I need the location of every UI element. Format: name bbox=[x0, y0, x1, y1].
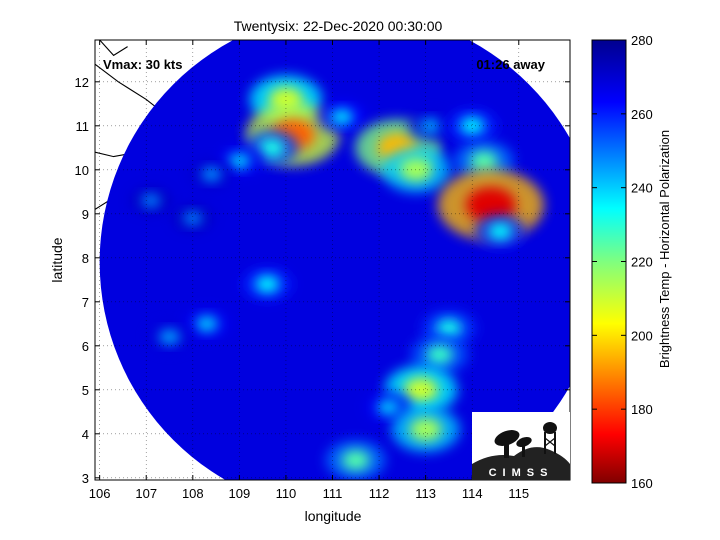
satellite-dish-icon bbox=[494, 430, 532, 458]
feature-cell bbox=[382, 146, 451, 193]
feature-core bbox=[426, 345, 454, 365]
feature-cell bbox=[325, 440, 386, 480]
x-tick-label: 114 bbox=[462, 486, 483, 501]
y-tick-label: 6 bbox=[82, 339, 89, 354]
feature-core bbox=[469, 150, 498, 172]
chart-title: Twentysix: 22-Dec-2020 00:30:00 bbox=[234, 18, 443, 34]
feature-cell bbox=[190, 160, 233, 189]
colorbar-tick-label: 200 bbox=[631, 328, 653, 343]
x-tick-label: 109 bbox=[229, 486, 251, 501]
feature-core bbox=[330, 108, 354, 126]
cimss-logo: CIMSS bbox=[472, 412, 570, 480]
feature-cell bbox=[474, 214, 527, 249]
time-away-annotation: 01:26 away bbox=[476, 57, 545, 72]
x-tick-label: 108 bbox=[182, 486, 204, 501]
y-tick-label: 5 bbox=[82, 383, 89, 398]
feature-cell bbox=[391, 406, 460, 453]
y-tick-label: 4 bbox=[82, 427, 89, 442]
feature-cell bbox=[183, 307, 231, 340]
feature-core bbox=[141, 193, 161, 208]
feature-core bbox=[259, 138, 285, 157]
y-tick-label: 9 bbox=[82, 207, 89, 222]
feature-cell bbox=[130, 187, 172, 215]
feature-core bbox=[201, 167, 222, 182]
y-tick-label: 7 bbox=[82, 295, 89, 310]
coastline-path bbox=[99, 40, 128, 57]
y-tick-label: 8 bbox=[82, 251, 89, 266]
colorbar-tick-label: 180 bbox=[631, 402, 653, 417]
feature-layer bbox=[130, 75, 544, 480]
feature-cell bbox=[172, 204, 214, 232]
colorbar-ticks: 160 180 200 220 240 260 280 bbox=[592, 33, 653, 491]
colorbar-label: Brightness Temp - Horizontal Polarizatio… bbox=[657, 130, 672, 368]
water-tower-icon bbox=[543, 422, 557, 454]
feature-core bbox=[255, 275, 280, 293]
y-tick-label: 3 bbox=[82, 471, 89, 486]
logo-text: CIMSS bbox=[489, 467, 554, 479]
feature-core bbox=[195, 315, 218, 332]
feature-cell bbox=[446, 108, 499, 144]
feature-core bbox=[488, 222, 513, 241]
feature-core bbox=[341, 450, 370, 471]
feature-core bbox=[460, 117, 485, 135]
x-tick-label: 115 bbox=[508, 486, 529, 501]
feature-cell bbox=[147, 322, 192, 352]
x-axis-label: longitude bbox=[305, 508, 362, 524]
y-tick-label: 11 bbox=[76, 119, 90, 134]
colorbar-tick-label: 260 bbox=[631, 107, 653, 122]
feature-cell bbox=[241, 266, 294, 302]
y-tick-label: 12 bbox=[75, 75, 89, 90]
x-tick-label: 111 bbox=[323, 486, 343, 501]
grid-lines bbox=[95, 40, 570, 480]
x-axis-ticks: 106 107 108 109 110 111 112 113 114 115 bbox=[89, 40, 529, 501]
y-tick-label: 10 bbox=[75, 163, 89, 178]
feature-cell bbox=[408, 111, 453, 141]
x-tick-label: 106 bbox=[89, 486, 111, 501]
feature-core bbox=[404, 377, 438, 402]
x-tick-label: 110 bbox=[276, 486, 297, 501]
colorbar bbox=[591, 39, 627, 484]
colorbar-tick-label: 240 bbox=[631, 181, 653, 196]
feature-core bbox=[159, 329, 180, 345]
x-tick-label: 107 bbox=[135, 486, 157, 501]
y-axis-ticks: 3 4 5 6 7 8 9 10 11 12 bbox=[75, 75, 570, 486]
colorbar-tick-label: 280 bbox=[631, 33, 653, 48]
vmax-annotation: Vmax: 30 kts bbox=[103, 57, 183, 72]
x-tick-label: 112 bbox=[369, 486, 390, 501]
feature-cell bbox=[410, 335, 469, 374]
feature-core bbox=[377, 399, 400, 416]
feature-core bbox=[400, 158, 433, 182]
feature-core bbox=[409, 417, 442, 441]
feature-core bbox=[436, 319, 462, 338]
colorbar-tick-label: 220 bbox=[631, 255, 653, 270]
colorbar-tick-label: 160 bbox=[631, 476, 653, 491]
y-axis-label: latitude bbox=[49, 237, 65, 282]
feature-core bbox=[419, 118, 441, 134]
feature-cell bbox=[317, 100, 367, 134]
logo-ground bbox=[472, 447, 570, 480]
x-tick-label: 113 bbox=[415, 486, 436, 501]
feature-core bbox=[183, 211, 203, 225]
